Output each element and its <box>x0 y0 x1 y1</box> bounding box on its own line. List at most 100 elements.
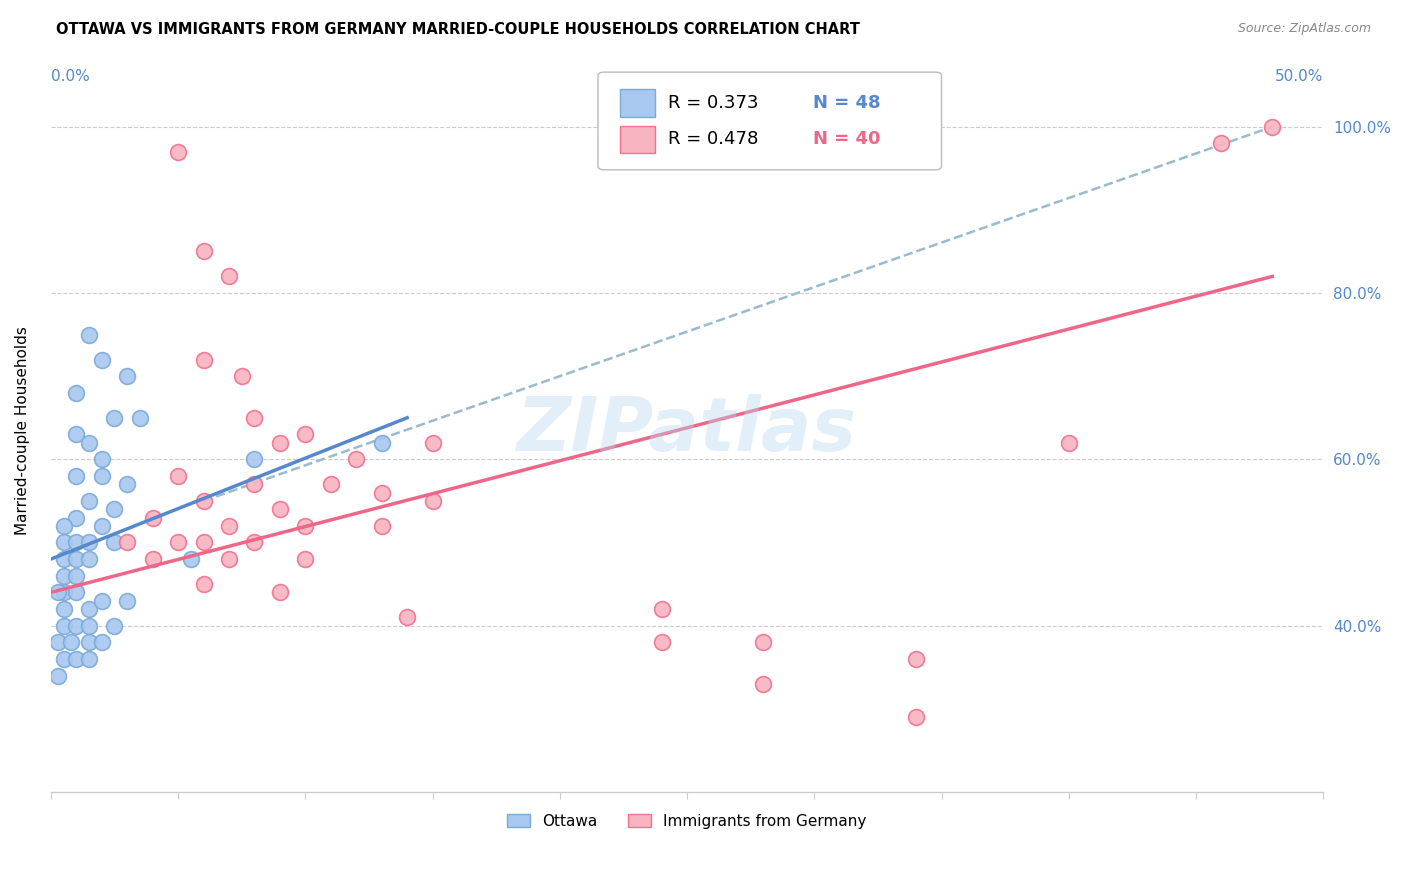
Point <box>651 635 673 649</box>
Point <box>752 635 775 649</box>
Point <box>269 435 291 450</box>
Point <box>77 635 100 649</box>
Point <box>65 585 87 599</box>
Point <box>115 535 138 549</box>
Legend: Ottawa, Immigrants from Germany: Ottawa, Immigrants from Germany <box>501 807 873 835</box>
Point <box>319 477 342 491</box>
Text: N = 40: N = 40 <box>813 130 880 148</box>
Point <box>90 469 112 483</box>
Text: R = 0.478: R = 0.478 <box>668 130 758 148</box>
Point <box>1057 435 1080 450</box>
Point <box>193 535 215 549</box>
Text: N = 48: N = 48 <box>813 95 880 112</box>
Point <box>180 552 202 566</box>
Point <box>103 535 125 549</box>
Point <box>370 485 392 500</box>
Point <box>243 452 266 467</box>
Point <box>269 502 291 516</box>
Point <box>115 369 138 384</box>
Point <box>422 494 444 508</box>
Point <box>193 577 215 591</box>
Point <box>103 410 125 425</box>
Point <box>90 519 112 533</box>
Text: 0.0%: 0.0% <box>51 69 90 84</box>
Point <box>77 494 100 508</box>
Point <box>77 535 100 549</box>
Point <box>905 710 928 724</box>
Point <box>752 677 775 691</box>
Point <box>370 519 392 533</box>
Point <box>193 244 215 259</box>
Point <box>167 145 190 159</box>
Point <box>370 435 392 450</box>
Point <box>65 535 87 549</box>
Point <box>52 618 75 632</box>
FancyBboxPatch shape <box>620 126 655 153</box>
Point <box>65 552 87 566</box>
Point <box>65 568 87 582</box>
Point <box>48 635 70 649</box>
Point <box>396 610 419 624</box>
Point <box>218 552 240 566</box>
Point <box>60 635 83 649</box>
Point <box>218 269 240 284</box>
Point <box>65 469 87 483</box>
Point <box>294 552 316 566</box>
Point <box>77 602 100 616</box>
Point <box>52 519 75 533</box>
Point <box>294 519 316 533</box>
Text: Source: ZipAtlas.com: Source: ZipAtlas.com <box>1237 22 1371 36</box>
Point <box>52 552 75 566</box>
Point <box>65 510 87 524</box>
Point <box>231 369 253 384</box>
Point <box>1261 120 1284 134</box>
Point <box>77 652 100 666</box>
Point <box>269 585 291 599</box>
Point <box>103 618 125 632</box>
Point <box>65 385 87 400</box>
Y-axis label: Married-couple Households: Married-couple Households <box>15 326 30 534</box>
FancyBboxPatch shape <box>620 89 655 117</box>
Point <box>422 435 444 450</box>
Text: OTTAWA VS IMMIGRANTS FROM GERMANY MARRIED-COUPLE HOUSEHOLDS CORRELATION CHART: OTTAWA VS IMMIGRANTS FROM GERMANY MARRIE… <box>56 22 860 37</box>
Point <box>344 452 367 467</box>
Point <box>90 352 112 367</box>
Point <box>77 327 100 342</box>
FancyBboxPatch shape <box>598 72 942 169</box>
Point <box>65 618 87 632</box>
Point <box>65 427 87 442</box>
Point <box>48 668 70 682</box>
Point <box>90 452 112 467</box>
Point <box>65 652 87 666</box>
Point <box>167 469 190 483</box>
Point <box>77 618 100 632</box>
Text: ZIPatlas: ZIPatlas <box>517 393 858 467</box>
Point <box>90 593 112 607</box>
Point <box>77 552 100 566</box>
Text: 50.0%: 50.0% <box>1275 69 1323 84</box>
Point <box>1211 136 1233 151</box>
Point <box>115 593 138 607</box>
Point <box>90 635 112 649</box>
Point <box>167 535 190 549</box>
Point <box>193 352 215 367</box>
Point <box>294 427 316 442</box>
Point <box>115 477 138 491</box>
Point <box>142 510 165 524</box>
Point <box>52 585 75 599</box>
Point <box>52 535 75 549</box>
Point <box>52 568 75 582</box>
Point <box>129 410 152 425</box>
Point <box>651 602 673 616</box>
Point <box>243 410 266 425</box>
Point <box>193 494 215 508</box>
Point <box>77 435 100 450</box>
Point <box>142 552 165 566</box>
Point <box>52 602 75 616</box>
Point <box>103 502 125 516</box>
Point <box>48 585 70 599</box>
Point <box>52 652 75 666</box>
Point <box>905 652 928 666</box>
Point <box>218 519 240 533</box>
Point <box>243 477 266 491</box>
